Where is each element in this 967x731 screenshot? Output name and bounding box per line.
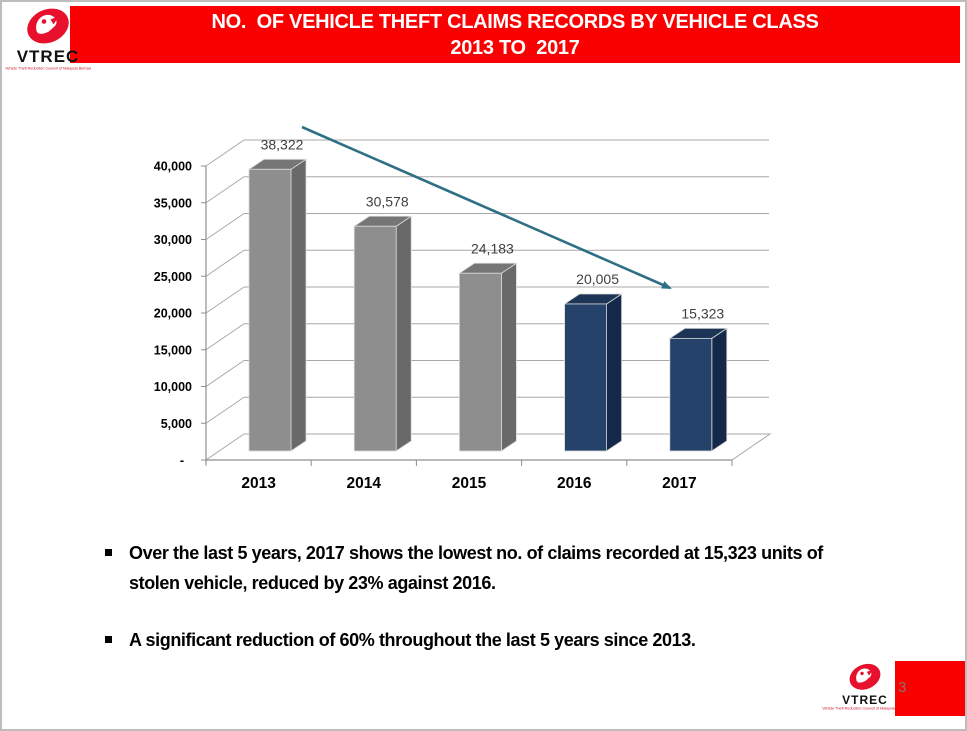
bar-front-face xyxy=(564,303,607,452)
bar-front-face xyxy=(458,272,502,452)
y-tick-label: - xyxy=(180,454,184,468)
bar-side-face xyxy=(395,215,412,452)
bar-2016 xyxy=(563,293,623,452)
slide-title-line1: NO. OF VEHICLE THEFT CLAIMS RECORDS BY V… xyxy=(211,10,819,33)
vtrec-bird-icon xyxy=(849,663,881,690)
gridline-diagonal xyxy=(205,396,245,424)
title-banner: NO. OF VEHICLE THEFT CLAIMS RECORDS BY V… xyxy=(70,6,960,63)
vtrec-logo-text: VTREC xyxy=(16,47,80,66)
bar-value-label: 38,322 xyxy=(261,136,304,152)
y-tick-label: 20,000 xyxy=(154,307,192,321)
y-tick-label: 5,000 xyxy=(161,417,192,431)
y-tick-label: 35,000 xyxy=(154,196,192,210)
vtrec-bird-icon xyxy=(27,8,69,44)
vtrec-logo-top: VTREC Vehicle Theft Reduction Council of… xyxy=(5,4,91,73)
gridline-diagonal xyxy=(205,139,245,167)
bar-top-face xyxy=(563,293,623,305)
bar-2013 xyxy=(247,158,308,452)
bar-top-face xyxy=(668,327,729,339)
gridline-diagonal xyxy=(205,323,245,351)
bar-top-face xyxy=(458,262,518,274)
bullet-text-1: Over the last 5 years, 2017 shows the lo… xyxy=(129,543,823,593)
vtrec-logo-tagline: Vehicle Theft Reduction Council of Malay… xyxy=(5,67,91,71)
gridline-diagonal xyxy=(205,213,245,240)
bar-2014 xyxy=(352,215,413,452)
x-category-label: 2015 xyxy=(452,475,487,492)
y-tick-label: 25,000 xyxy=(154,270,192,284)
bar-value-label: 30,578 xyxy=(366,193,409,209)
y-tick-label: 40,000 xyxy=(154,160,192,174)
bullet-square-icon xyxy=(105,549,112,556)
bullet-text-2: A significant reduction of 60% throughou… xyxy=(129,630,696,650)
y-tick-label: 30,000 xyxy=(154,233,192,247)
y-tick-label: 10,000 xyxy=(154,380,192,394)
bullet-square-icon xyxy=(105,636,112,643)
gridline-diagonal xyxy=(205,286,245,314)
bar-front-face xyxy=(248,168,292,452)
x-category-label: 2013 xyxy=(241,475,276,492)
bar-side-face xyxy=(711,327,728,452)
vtrec-logo-bottom: VTREC Vehicle Theft Reduction Council of… xyxy=(822,660,908,713)
x-category-label: 2017 xyxy=(662,475,696,492)
bar-2017 xyxy=(668,327,729,452)
bar-top-face xyxy=(352,215,413,227)
key-points: Over the last 5 years, 2017 shows the lo… xyxy=(105,538,831,655)
bar-value-label: 20,005 xyxy=(576,271,619,287)
gridline-diagonal xyxy=(205,176,245,204)
gridline-diagonal xyxy=(205,360,245,387)
x-category-label: 2016 xyxy=(557,475,592,492)
bullet-item-1: Over the last 5 years, 2017 shows the lo… xyxy=(105,538,831,598)
bar-top-face xyxy=(247,158,308,170)
page-number-box: 3 xyxy=(895,661,965,716)
bar-value-label: 15,323 xyxy=(681,305,724,321)
x-category-label: 2014 xyxy=(347,475,382,492)
bar-side-face xyxy=(500,262,517,452)
slide-title-line2: 2013 TO 2017 xyxy=(450,36,580,59)
gridline-diagonal xyxy=(205,249,245,277)
vehicle-theft-claims-chart: - 5,000 10,000 15,000 20,000 25,000 30,000 35,0… xyxy=(154,125,772,492)
y-tick-label: 15,000 xyxy=(154,343,192,357)
vtrec-logo-tagline: Vehicle Theft Reduction Council of Malay… xyxy=(822,707,908,711)
chart-floor xyxy=(204,433,772,461)
bar-side-face xyxy=(290,158,307,452)
bar-2015 xyxy=(458,262,518,452)
bar-front-face xyxy=(353,225,397,452)
bullet-item-2: A significant reduction of 60% throughou… xyxy=(105,625,831,655)
bar-front-face xyxy=(669,337,713,452)
bar-value-label: 24,183 xyxy=(471,240,514,256)
page-number: 3 xyxy=(898,679,907,696)
vtrec-logo-text: VTREC xyxy=(842,693,888,707)
bar-side-face xyxy=(606,293,622,452)
trend-arrow xyxy=(301,125,672,290)
